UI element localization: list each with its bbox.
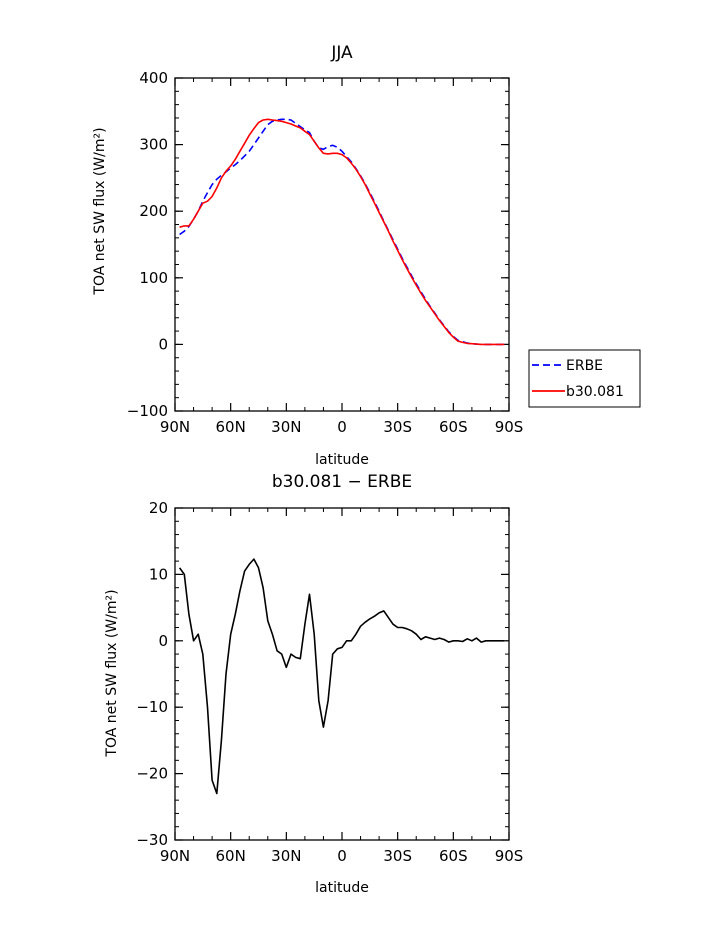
series-lines (179, 118, 505, 346)
legend: ERBE b30.081 (528, 349, 641, 408)
x-tick-label: 30N (271, 418, 301, 436)
y-tick-label: 200 (139, 202, 168, 220)
x-tick-label: 30S (383, 418, 412, 436)
y-tick-label: 100 (139, 269, 168, 287)
y-tick-label: −100 (127, 402, 168, 420)
x-tick-label: 90N (160, 418, 190, 436)
legend-box (528, 349, 641, 408)
x-tick-label: 90S (495, 418, 524, 436)
y-axis-label: TOA net SW flux (W/m²) (92, 127, 108, 295)
x-tick-label: 60N (216, 418, 246, 436)
y-tick-label: −10 (136, 698, 168, 716)
axis-ticks: 90N 60N 30N 0 30S 60S 90S 20 10 0 −10 −20 −30 (136, 499, 523, 865)
x-tick-label: 90N (160, 847, 190, 865)
x-tick-label: 0 (337, 847, 347, 865)
axis-ticks: 90N 60N 30N 0 30S 60S 90S 400 300 200 100 0 −100 (127, 69, 524, 436)
x-tick-label: 60N (216, 847, 246, 865)
x-tick-label: 30S (383, 847, 412, 865)
y-tick-label: −30 (136, 831, 168, 849)
y-tick-label: 0 (158, 335, 168, 353)
panel-mean-flux: JJA latitude TOA net SW flux (W/m²) 90N 6… (92, 43, 641, 468)
legend-label-erbe: ERBE (566, 358, 603, 374)
plot-frame (174, 77, 510, 412)
y-tick-label: 20 (149, 499, 168, 517)
x-axis-label: latitude (315, 452, 369, 468)
panel-difference: b30.081 − ERBE latitude TOA net SW flux … (104, 472, 523, 896)
chart-title: b30.081 − ERBE (272, 472, 412, 492)
plot-frame (174, 507, 510, 841)
y-tick-label: 300 (139, 136, 168, 154)
series-line-b30-081 (179, 118, 505, 346)
x-tick-label: 60S (439, 418, 468, 436)
x-tick-label: 0 (337, 418, 347, 436)
y-axis-label: TOA net SW flux (W/m²) (104, 589, 120, 757)
series-line-erbe (179, 118, 505, 346)
y-tick-label: −20 (136, 765, 168, 783)
x-tick-label: 90S (495, 847, 524, 865)
chart-title: JJA (330, 43, 353, 63)
y-tick-label: 0 (158, 632, 168, 650)
y-tick-label: 10 (149, 565, 168, 583)
series-lines (178, 558, 505, 795)
x-tick-label: 60S (439, 847, 468, 865)
x-axis-label: latitude (315, 880, 369, 896)
y-tick-label: 400 (139, 69, 168, 87)
legend-label-b30: b30.081 (566, 384, 624, 400)
series-line-difference (178, 558, 505, 795)
x-tick-label: 30N (271, 847, 301, 865)
